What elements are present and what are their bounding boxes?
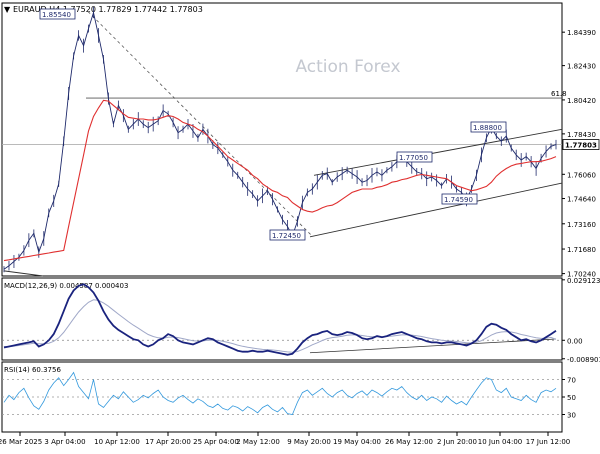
rsi-line bbox=[3, 371, 557, 415]
y-tick-label: 1.80420 bbox=[567, 97, 596, 105]
current-price-box bbox=[562, 139, 600, 150]
x-tick-label: 2 May 12:00 bbox=[236, 438, 280, 446]
macd-tick-label: -0.008901 bbox=[567, 356, 600, 364]
annotation-box bbox=[396, 151, 433, 163]
y-tick-label: 1.73160 bbox=[567, 221, 596, 229]
x-tick-label: 26 Mar 2025 bbox=[0, 438, 42, 446]
x-tick-label: 25 Apr 04:00 bbox=[193, 438, 239, 446]
fib-label: 61.8 bbox=[551, 90, 567, 98]
macd-tick-label: 0.00 bbox=[567, 337, 583, 345]
annotation-box bbox=[39, 8, 76, 20]
macd-trendline bbox=[309, 338, 557, 354]
channel-upper-line bbox=[313, 128, 563, 176]
symbol-header: EURAUD,H4 1.77520 1.77829 1.77442 1.7780… bbox=[13, 5, 203, 14]
rsi-tick-label: 50 bbox=[567, 394, 576, 402]
macd-signal-line bbox=[4, 299, 557, 353]
x-tick-label: 10 Jun 04:00 bbox=[478, 438, 522, 446]
macd-pane-frame bbox=[1, 277, 563, 361]
x-tick-label: 17 Apr 20:00 bbox=[145, 438, 191, 446]
x-tick-label: 3 Apr 04:00 bbox=[44, 438, 85, 446]
moving-average-line bbox=[3, 99, 557, 262]
y-tick-label: 1.76060 bbox=[567, 171, 596, 179]
channel-lower-line bbox=[309, 182, 563, 238]
x-tick-label: 17 Jun 12:00 bbox=[526, 438, 570, 446]
y-tick-label: 1.84390 bbox=[567, 29, 596, 37]
header-arrow: ▼ bbox=[4, 5, 11, 14]
x-tick-label: 19 May 04:00 bbox=[333, 438, 381, 446]
x-tick-label: 10 Apr 12:00 bbox=[94, 438, 140, 446]
annotation-box bbox=[441, 193, 478, 205]
y-tick-label: 1.78430 bbox=[567, 131, 596, 139]
annotation-box bbox=[269, 229, 306, 241]
y-tick-label: 1.74640 bbox=[567, 196, 596, 204]
rsi-tick-label: 30 bbox=[567, 412, 576, 420]
annotation-label: 1.85540 bbox=[42, 11, 71, 19]
y-tick-label: 1.71680 bbox=[567, 246, 596, 254]
watermark: Action Forex bbox=[295, 57, 400, 77]
x-tick-label: 2 Jun 20:00 bbox=[437, 438, 477, 446]
macd-title: MACD(12,26,9) 0.004587 0.000403 bbox=[4, 282, 128, 290]
annotation-label: 1.88800 bbox=[473, 124, 502, 132]
rsi-title: RSI(14) 60.3756 bbox=[4, 366, 61, 374]
annotation-label: 1.72450 bbox=[272, 232, 301, 240]
price-pane-frame bbox=[1, 2, 563, 277]
start-trendline bbox=[3, 270, 44, 277]
macd-line bbox=[3, 283, 557, 356]
y-tick-label: 1.70240 bbox=[567, 271, 596, 279]
rsi-tick-label: 70 bbox=[567, 377, 576, 385]
y-tick-label: 1.82430 bbox=[567, 63, 596, 71]
annotation-label: 1.77050 bbox=[399, 154, 428, 162]
x-tick-label: 9 May 20:00 bbox=[287, 438, 331, 446]
macd-tick-label: 0.029123 bbox=[567, 277, 600, 285]
dashed-trendline bbox=[87, 11, 313, 237]
current-price-label: 1.77803 bbox=[565, 142, 597, 150]
annotation-box bbox=[470, 121, 507, 133]
annotation-label: 1.74590 bbox=[444, 196, 473, 204]
x-tick-label: 26 May 12:00 bbox=[385, 438, 433, 446]
